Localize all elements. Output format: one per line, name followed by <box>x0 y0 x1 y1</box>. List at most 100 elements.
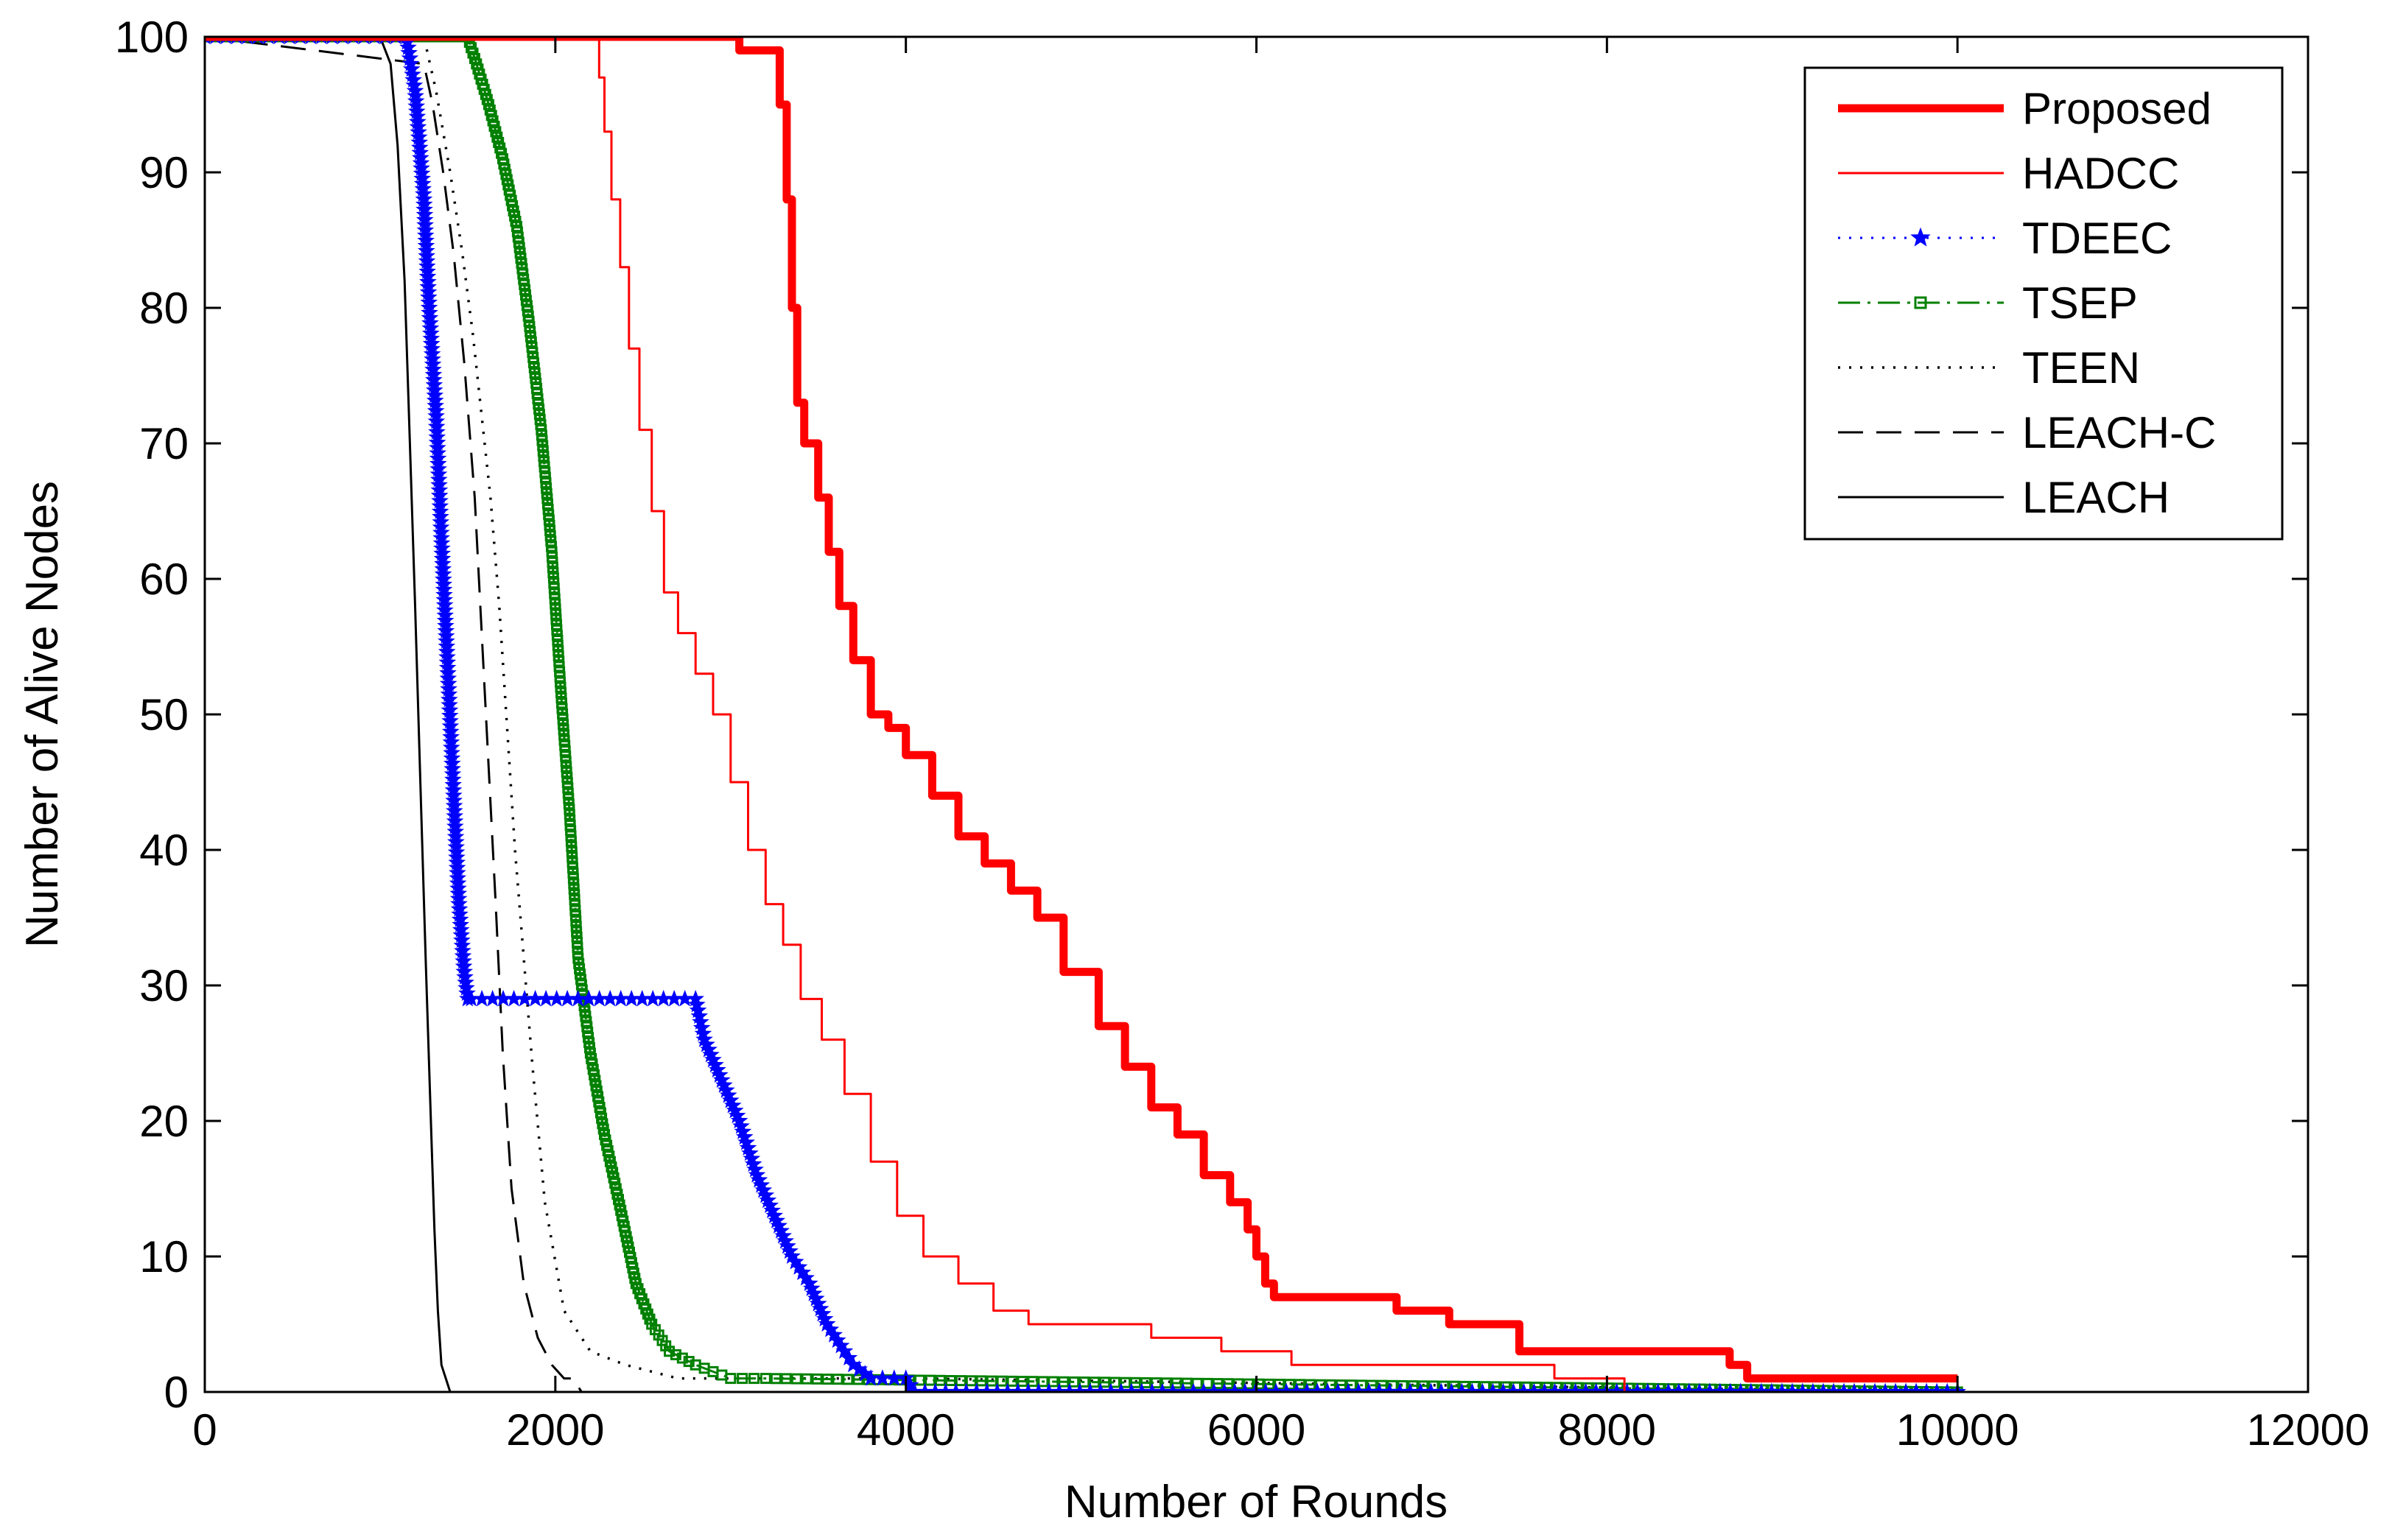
point-marker <box>737 1373 748 1385</box>
legend-label: LEACH-C <box>2022 408 2216 457</box>
point-marker <box>1129 1376 1141 1388</box>
y-tick-label: 80 <box>139 284 189 333</box>
y-tick-label: 40 <box>139 826 189 875</box>
point-marker <box>1274 1379 1286 1390</box>
y-tick-label: 100 <box>115 13 189 62</box>
point-marker <box>1068 1376 1080 1388</box>
point-marker <box>1109 1376 1120 1388</box>
point-marker <box>1048 1376 1059 1388</box>
point-marker <box>934 1374 946 1386</box>
legend-label: Proposed <box>2022 84 2212 133</box>
point-marker <box>1592 1382 1604 1392</box>
point-marker <box>780 1373 792 1385</box>
legend-label: TDEEC <box>2022 214 2172 263</box>
point-marker <box>441 37 452 43</box>
point-marker <box>1613 1382 1624 1392</box>
series-proposed <box>205 37 1958 1383</box>
point-marker <box>304 37 316 43</box>
legend-entry-proposed: Proposed <box>1838 84 2212 133</box>
point-marker <box>1171 1377 1182 1389</box>
point-marker <box>1664 1383 1676 1392</box>
series-teen <box>205 37 1958 1392</box>
series-line-leach <box>205 37 452 1392</box>
point-marker <box>1202 1377 1213 1389</box>
x-tick-label: 6000 <box>1207 1405 1305 1455</box>
point-marker <box>811 1373 823 1385</box>
series-markers-tdeec <box>205 37 1966 1392</box>
point-marker <box>1027 1376 1039 1388</box>
point-marker <box>1633 1382 1645 1392</box>
point-marker <box>1644 1382 1655 1392</box>
point-marker <box>790 1373 802 1385</box>
series-tsep <box>205 37 1963 1392</box>
x-tick-label: 2000 <box>506 1405 604 1455</box>
x-tick-label: 4000 <box>857 1405 955 1455</box>
legend-label: TEEN <box>2022 343 2140 393</box>
point-marker <box>821 1374 833 1385</box>
point-marker <box>410 37 421 43</box>
point-marker <box>748 1373 760 1385</box>
point-marker <box>852 1374 864 1385</box>
point-marker <box>1099 1376 1111 1388</box>
point-marker <box>770 1373 782 1385</box>
series-line-hadcc <box>205 37 1626 1392</box>
point-marker <box>996 1375 1008 1387</box>
point-marker <box>452 37 463 43</box>
x-tick-label: 0 <box>192 1405 217 1455</box>
series-line-leach-c <box>205 37 583 1392</box>
y-tick-label: 70 <box>139 419 189 468</box>
point-marker <box>760 1373 771 1385</box>
point-marker <box>1160 1377 1172 1389</box>
point-marker <box>273 37 284 43</box>
legend-label: TSEP <box>2022 278 2138 328</box>
x-axis: 0 2000 4000 6000 8000 10000 12000 <box>192 37 2369 1455</box>
point-marker <box>955 1375 967 1387</box>
point-marker <box>209 37 221 43</box>
series-layer <box>205 37 1966 1392</box>
y-tick-label: 50 <box>139 690 189 739</box>
point-marker <box>420 37 432 43</box>
point-marker <box>965 1375 977 1387</box>
point-marker <box>1191 1377 1203 1389</box>
point-marker <box>1222 1378 1234 1390</box>
point-marker <box>1294 1379 1306 1390</box>
x-axis-label: Number of Rounds <box>1065 1477 1448 1527</box>
point-marker <box>1089 1376 1101 1388</box>
point-marker <box>1561 1382 1573 1392</box>
point-marker <box>1058 1376 1070 1388</box>
point-marker <box>1263 1378 1275 1390</box>
legend-entry-hadcc: HADCC <box>1838 149 2179 198</box>
series-tdeec <box>205 37 1966 1392</box>
legend: Proposed HADCC TDEEC TSEP TEEN LEACH-C LEACH <box>1803 66 2284 541</box>
point-marker <box>1017 1376 1028 1388</box>
point-marker <box>1181 1377 1193 1389</box>
y-axis: 0 10 20 30 40 50 60 70 80 90 100 <box>115 13 2308 1417</box>
point-marker <box>220 37 232 43</box>
point-marker <box>914 1374 925 1386</box>
series-line-teen <box>205 37 1958 1392</box>
point-marker <box>1582 1382 1593 1392</box>
point-marker <box>430 37 442 43</box>
point-marker <box>1037 1376 1049 1388</box>
point-marker <box>462 37 474 43</box>
series-markers-tsep <box>205 37 1963 1392</box>
point-marker <box>1140 1377 1151 1388</box>
series-line-proposed <box>205 37 1958 1383</box>
point-marker <box>1006 1375 1018 1387</box>
point-marker <box>925 1374 936 1386</box>
series-hadcc <box>205 37 1626 1392</box>
point-marker <box>283 37 295 43</box>
point-marker <box>262 37 274 43</box>
y-tick-label: 10 <box>139 1232 189 1281</box>
legend-label: LEACH <box>2022 473 2170 522</box>
point-marker <box>1602 1382 1614 1392</box>
point-marker <box>1243 1378 1255 1390</box>
x-tick-label: 12000 <box>2247 1405 2370 1455</box>
point-marker <box>725 1373 737 1385</box>
point-marker <box>1654 1382 1666 1392</box>
series-leach-c <box>205 37 583 1392</box>
point-marker <box>801 1373 813 1385</box>
point-marker <box>1571 1382 1583 1392</box>
point-marker <box>1212 1378 1224 1390</box>
